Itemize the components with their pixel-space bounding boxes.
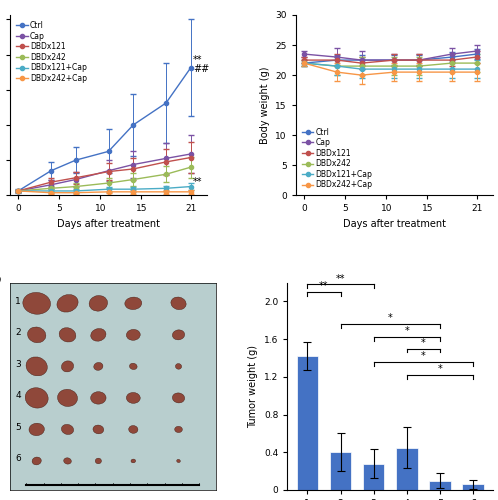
Ellipse shape [128, 426, 138, 434]
Ellipse shape [25, 388, 48, 408]
Text: 2: 2 [15, 328, 21, 338]
Y-axis label: Tumor weight (g): Tumor weight (g) [249, 345, 258, 428]
Bar [363, 464, 384, 490]
Text: **: ** [336, 274, 345, 283]
Ellipse shape [172, 330, 185, 340]
Ellipse shape [175, 426, 182, 432]
Ellipse shape [93, 425, 104, 434]
Bar [462, 484, 484, 490]
Ellipse shape [94, 362, 103, 370]
Ellipse shape [61, 424, 74, 434]
Text: 5: 5 [15, 423, 21, 432]
Ellipse shape [59, 328, 76, 342]
Legend: Ctrl, Cap, DBDx121, DBDx242, DBDx121+Cap, DBDx242+Cap: Ctrl, Cap, DBDx121, DBDx242, DBDx121+Cap… [300, 126, 375, 192]
Ellipse shape [177, 460, 180, 462]
Ellipse shape [61, 361, 74, 372]
Ellipse shape [129, 363, 137, 370]
Bar [429, 480, 451, 490]
Ellipse shape [27, 327, 46, 342]
Text: **: ** [193, 55, 203, 65]
Text: 1: 1 [15, 297, 21, 306]
Text: 6: 6 [15, 454, 21, 464]
Ellipse shape [29, 423, 44, 436]
Text: *: * [421, 338, 426, 347]
Text: ##: ## [193, 64, 210, 74]
Text: **: ** [193, 176, 203, 186]
Text: 4: 4 [15, 392, 21, 400]
Ellipse shape [57, 294, 78, 312]
Ellipse shape [126, 330, 140, 340]
X-axis label: Days after treatment: Days after treatment [57, 219, 160, 229]
Ellipse shape [58, 390, 78, 406]
Ellipse shape [23, 292, 50, 314]
X-axis label: Days after treatment: Days after treatment [343, 219, 446, 229]
Text: *: * [438, 364, 442, 374]
Ellipse shape [175, 364, 182, 369]
Text: **: ** [319, 281, 329, 291]
Ellipse shape [26, 357, 47, 376]
Text: *: * [404, 326, 409, 336]
Ellipse shape [32, 457, 41, 465]
Ellipse shape [91, 328, 106, 341]
Ellipse shape [91, 392, 106, 404]
Ellipse shape [172, 393, 185, 403]
Legend: Ctrl, Cap, DBDx121, DBDx242, DBDx121+Cap, DBDx242+Cap: Ctrl, Cap, DBDx121, DBDx242, DBDx121+Cap… [14, 19, 89, 85]
Ellipse shape [95, 458, 102, 464]
Ellipse shape [131, 459, 135, 463]
Bar [396, 448, 418, 490]
Bar [297, 356, 318, 490]
Text: *: * [421, 351, 426, 361]
Ellipse shape [171, 297, 186, 310]
Ellipse shape [89, 296, 108, 311]
Text: b: b [0, 272, 1, 289]
Ellipse shape [126, 392, 140, 404]
Text: *: * [388, 313, 392, 323]
Bar [330, 452, 351, 490]
Ellipse shape [125, 297, 142, 310]
Text: 3: 3 [15, 360, 21, 369]
Y-axis label: Body weight (g): Body weight (g) [260, 66, 270, 144]
Ellipse shape [64, 458, 71, 464]
